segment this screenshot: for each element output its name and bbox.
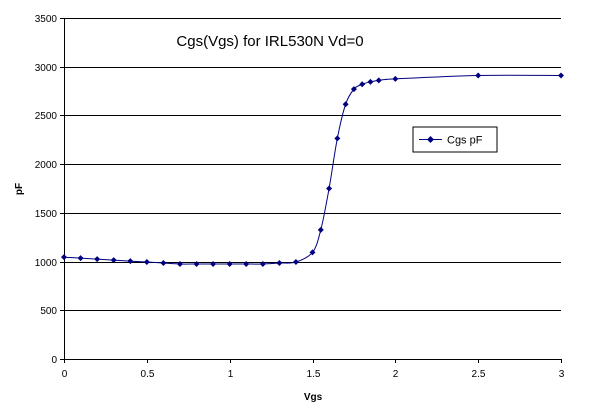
tick-labels: 0 500 1000 1500 2000 2500 3000 3500 0 0.5 1 1.5 2 2.5… bbox=[35, 14, 565, 380]
y-tick-label-6: 3000 bbox=[35, 63, 58, 74]
y-tick-label-3: 1500 bbox=[35, 209, 58, 220]
y-axis-label: pF bbox=[14, 183, 25, 195]
x-tick-label-2: 1 bbox=[228, 369, 234, 380]
x-axis-label: Vgs bbox=[304, 392, 323, 403]
x-tick-label-6: 3 bbox=[559, 369, 565, 380]
y-tick-label-7: 3500 bbox=[35, 14, 58, 25]
x-tick-label-3: 1.5 bbox=[307, 369, 321, 380]
data-point-1 bbox=[77, 255, 84, 262]
data-point-14 bbox=[292, 259, 299, 266]
legend-entry-cgs: Cgs pF bbox=[447, 135, 483, 147]
data-point-15 bbox=[309, 249, 316, 256]
series bbox=[61, 72, 564, 268]
x-tick-label-5: 2.5 bbox=[472, 369, 486, 380]
y-tick-label-4: 2000 bbox=[35, 160, 58, 171]
data-point-3 bbox=[110, 257, 117, 264]
data-point-18 bbox=[334, 135, 341, 142]
data-point-12 bbox=[259, 261, 266, 268]
y-tick-label-2: 1000 bbox=[35, 258, 58, 269]
data-point-11 bbox=[243, 261, 250, 268]
x-tick-label-4: 2 bbox=[393, 369, 399, 380]
data-point-17 bbox=[326, 185, 333, 192]
data-point-20 bbox=[350, 86, 357, 93]
data-point-8 bbox=[193, 261, 200, 268]
legend: Cgs pF bbox=[412, 126, 498, 153]
y-tick-label-5: 2500 bbox=[35, 111, 58, 122]
data-point-21 bbox=[359, 81, 366, 88]
data-point-19 bbox=[342, 101, 349, 108]
x-tick-label-0: 0 bbox=[62, 369, 68, 380]
data-point-26 bbox=[558, 72, 564, 79]
x-tick-label-1: 0.5 bbox=[141, 369, 155, 380]
data-point-24 bbox=[392, 75, 399, 82]
chart-title: Cgs(Vgs) for IRL530N Vd=0 bbox=[176, 33, 363, 50]
data-point-5 bbox=[143, 259, 150, 266]
data-point-13 bbox=[276, 260, 283, 267]
data-point-23 bbox=[375, 77, 382, 84]
y-tick-label-0: 0 bbox=[51, 355, 57, 366]
data-point-22 bbox=[367, 78, 374, 85]
data-point-16 bbox=[317, 226, 324, 233]
legend-marker bbox=[427, 136, 434, 143]
data-point-2 bbox=[94, 256, 101, 263]
axes bbox=[60, 18, 562, 363]
data-point-25 bbox=[475, 72, 482, 79]
data-point-4 bbox=[127, 258, 134, 265]
data-point-6 bbox=[160, 260, 167, 267]
data-point-9 bbox=[210, 261, 217, 268]
y-tick-label-1: 500 bbox=[40, 306, 57, 317]
data-point-7 bbox=[176, 261, 183, 268]
data-point-10 bbox=[226, 261, 233, 268]
data-point-0 bbox=[61, 254, 67, 261]
